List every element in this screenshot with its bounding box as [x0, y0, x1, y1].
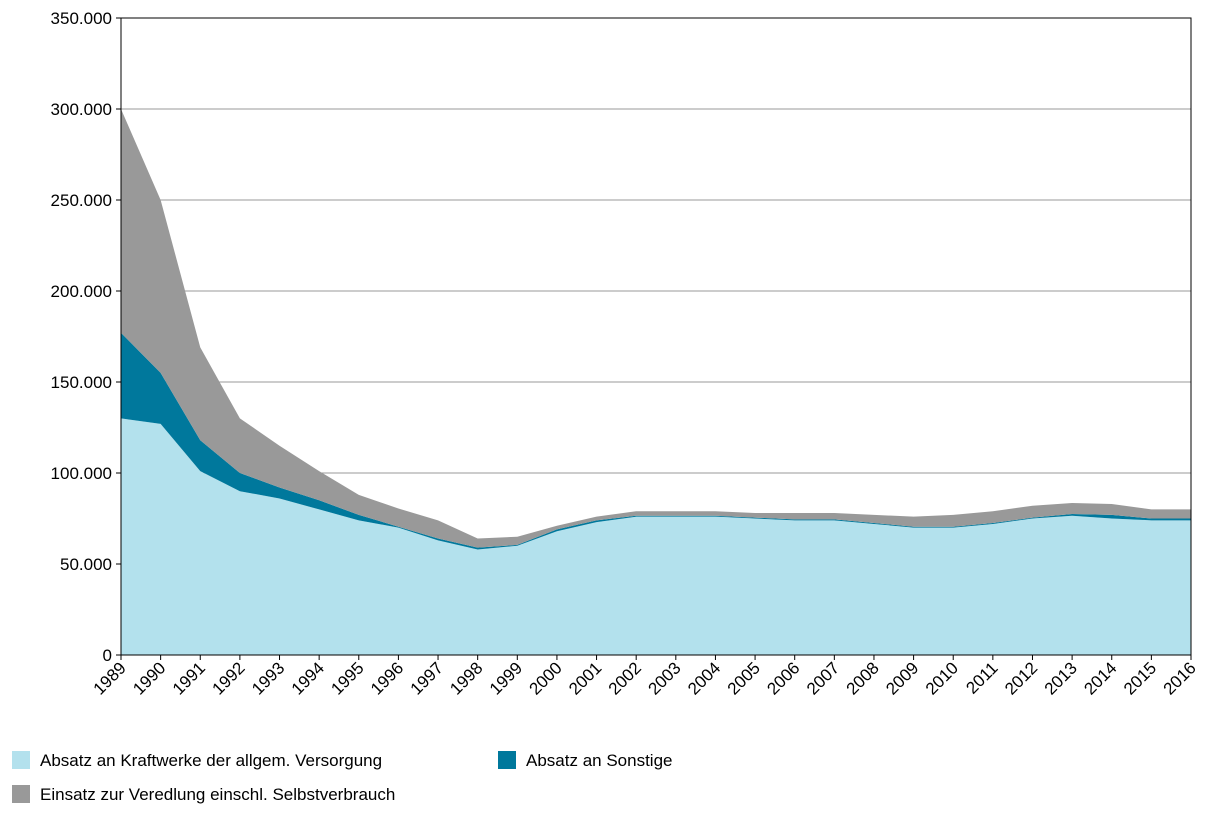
y-tick-label: 300.000 — [51, 100, 112, 119]
x-tick-label: 1996 — [367, 658, 407, 698]
legend-swatch — [498, 751, 516, 769]
legend-label: Einsatz zur Veredlung einschl. Selbstver… — [40, 785, 395, 804]
x-tick-label: 2006 — [763, 658, 803, 698]
legend-label: Absatz an Sonstige — [526, 751, 672, 770]
y-tick-label: 350.000 — [51, 9, 112, 28]
x-tick-label: 1995 — [327, 658, 367, 698]
x-tick-label: 1994 — [288, 658, 328, 698]
area — [121, 418, 1191, 655]
y-tick-label: 150.000 — [51, 373, 112, 392]
x-tick-label: 2001 — [565, 658, 605, 698]
y-tick-label: 0 — [103, 646, 112, 665]
x-tick-label: 2016 — [1160, 658, 1200, 698]
x-tick-label: 1991 — [169, 658, 209, 698]
x-tick-label: 2004 — [684, 658, 724, 698]
x-tick-label: 1999 — [486, 658, 526, 698]
legend-label: Absatz an Kraftwerke der allgem. Versorg… — [40, 751, 382, 770]
x-tick-label: 2011 — [962, 658, 1001, 697]
x-tick-label: 1992 — [209, 658, 249, 698]
plot-frame — [120, 17, 1192, 656]
x-tick-label: 2009 — [882, 658, 922, 698]
x-tick-label: 2007 — [803, 658, 843, 698]
x-tick-label: 2002 — [605, 658, 645, 698]
x-tick-label: 2010 — [922, 658, 962, 698]
y-tick-label: 250.000 — [51, 191, 112, 210]
x-tick-label: 2014 — [1080, 658, 1120, 698]
area — [121, 109, 1191, 548]
x-tick-label: 1998 — [446, 658, 486, 698]
x-tick-label: 2013 — [1041, 658, 1081, 698]
x-tick-label: 2008 — [843, 658, 883, 698]
x-tick-label: 1997 — [407, 658, 447, 698]
y-tick-label: 50.000 — [60, 555, 112, 574]
x-tick-label: 1989 — [90, 658, 130, 698]
x-tick-label: 1993 — [248, 658, 288, 698]
x-tick-label: 1990 — [129, 658, 169, 698]
y-tick-label: 200.000 — [51, 282, 112, 301]
legend-swatch — [12, 785, 30, 803]
x-tick-label: 2005 — [724, 658, 764, 698]
x-tick-label: 2015 — [1120, 658, 1160, 698]
y-tick-label: 100.000 — [51, 464, 112, 483]
x-tick-label: 2003 — [644, 658, 684, 698]
legend-swatch — [12, 751, 30, 769]
x-tick-label: 2000 — [526, 658, 566, 698]
x-tick-label: 2012 — [1001, 658, 1041, 698]
